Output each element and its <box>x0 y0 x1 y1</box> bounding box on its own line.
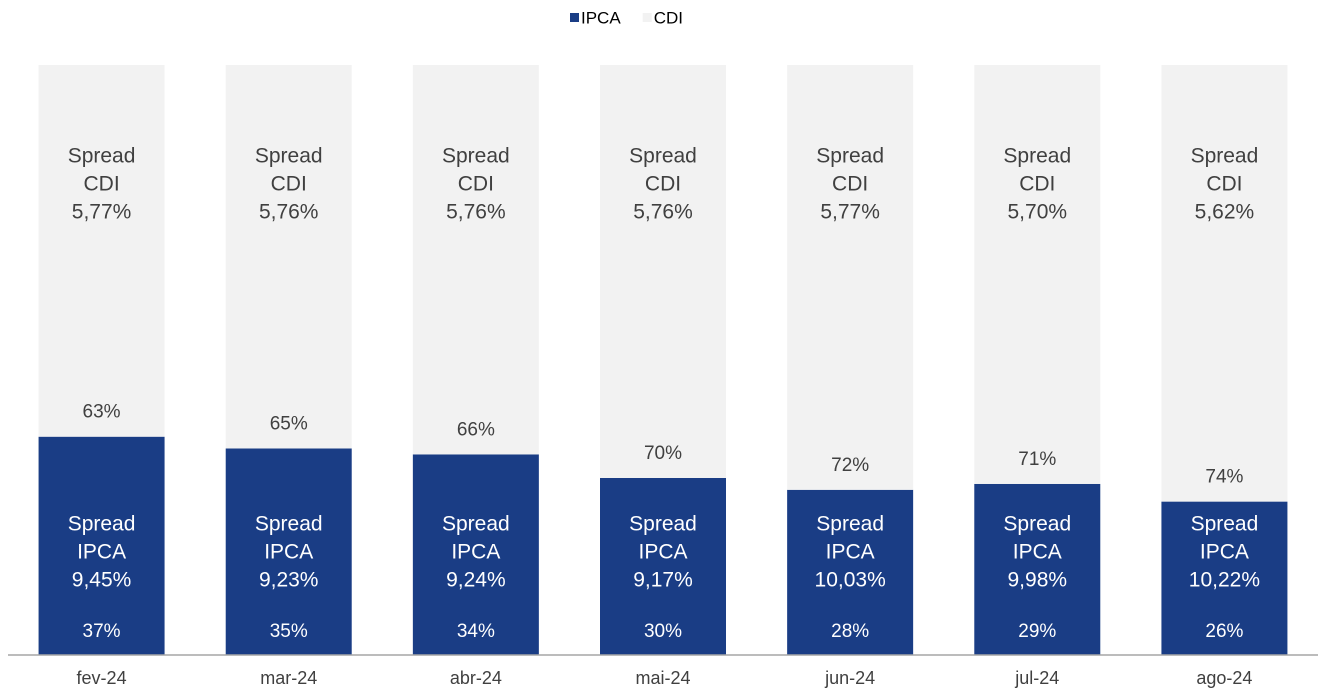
spread-annotation: Spread <box>68 513 136 536</box>
spread-annotation: 5,77% <box>72 201 132 224</box>
spread-annotation: CDI <box>271 173 307 196</box>
spread-annotation: Spread <box>1191 513 1259 536</box>
spread-annotation: Spread <box>1191 145 1259 168</box>
spread-annotation: Spread <box>816 145 884 168</box>
spread-annotation: IPCA <box>1200 541 1249 564</box>
spread-annotation: 5,62% <box>1195 201 1255 224</box>
legend-label: IPCA <box>581 8 621 27</box>
bar-segment <box>600 65 726 478</box>
value-label: 65% <box>270 414 308 435</box>
value-label: 37% <box>83 621 121 642</box>
spread-annotation: 9,17% <box>633 569 693 592</box>
spread-annotation: 5,76% <box>446 201 506 224</box>
spread-annotation: Spread <box>442 513 510 536</box>
spread-annotation: Spread <box>255 513 323 536</box>
spread-annotation: IPCA <box>264 541 313 564</box>
value-label: 29% <box>1018 621 1056 642</box>
bar-segment <box>412 454 539 655</box>
x-tick-label: ago-24 <box>1196 668 1252 688</box>
x-tick-label: jun-24 <box>824 668 875 688</box>
bar-segment <box>974 483 1101 655</box>
value-label: 72% <box>831 455 869 476</box>
x-tick-label: mai-24 <box>635 668 690 688</box>
value-label: 66% <box>457 419 495 440</box>
spread-annotation: 9,45% <box>72 569 132 592</box>
bar-segment <box>225 448 352 655</box>
spread-annotation: IPCA <box>1013 541 1062 564</box>
spread-annotation: Spread <box>442 145 510 168</box>
spread-annotation: CDI <box>1206 173 1242 196</box>
legend-swatch <box>570 13 579 22</box>
spread-annotation: Spread <box>629 145 697 168</box>
x-tick-label: jul-24 <box>1014 668 1059 688</box>
spread-annotation: 9,23% <box>259 569 319 592</box>
value-label: 30% <box>644 621 682 642</box>
spread-annotation: 10,22% <box>1189 569 1260 592</box>
value-label: 70% <box>644 443 682 464</box>
bar-segment <box>787 65 914 490</box>
bar-segment <box>600 478 726 655</box>
bar-segment <box>974 65 1101 484</box>
spread-annotation: IPCA <box>77 541 126 564</box>
bar-segment <box>38 436 165 655</box>
spread-annotation: IPCA <box>638 541 687 564</box>
x-tick-label: mar-24 <box>260 668 317 688</box>
x-tick-label: fev-24 <box>77 668 127 688</box>
bar-segment <box>787 489 914 655</box>
value-label: 71% <box>1018 449 1056 470</box>
spread-annotation: Spread <box>68 145 136 168</box>
spread-annotation: Spread <box>1003 145 1071 168</box>
spread-annotation: CDI <box>458 173 494 196</box>
spread-annotation: 5,76% <box>259 201 319 224</box>
spread-annotation: IPCA <box>451 541 500 564</box>
spread-annotation: CDI <box>832 173 868 196</box>
spread-annotation: 5,70% <box>1008 201 1068 224</box>
legend-swatch <box>642 13 652 22</box>
spread-annotation: Spread <box>816 513 884 536</box>
spread-annotation: CDI <box>645 173 681 196</box>
bar-segment <box>38 65 165 437</box>
value-label: 35% <box>270 621 308 642</box>
spread-annotation: 9,98% <box>1008 569 1068 592</box>
value-label: 34% <box>457 621 495 642</box>
spread-annotation: Spread <box>1003 513 1071 536</box>
spread-annotation: 5,76% <box>633 201 693 224</box>
bar-segment <box>225 65 352 449</box>
value-label: 74% <box>1205 467 1243 488</box>
x-tick-label: abr-24 <box>450 668 502 688</box>
bar-segment <box>412 65 539 455</box>
value-label: 63% <box>83 402 121 423</box>
spread-annotation: Spread <box>255 145 323 168</box>
spread-annotation: 10,03% <box>815 569 886 592</box>
value-label: 28% <box>831 621 869 642</box>
spread-annotation: Spread <box>629 513 697 536</box>
spread-annotation: CDI <box>1019 173 1055 196</box>
legend-label: CDI <box>654 8 683 27</box>
value-label: 26% <box>1205 621 1243 642</box>
spread-annotation: 9,24% <box>446 569 506 592</box>
spread-annotation: IPCA <box>826 541 875 564</box>
spread-annotation: 5,77% <box>820 201 880 224</box>
bar-segment <box>1161 501 1288 655</box>
bar-segment <box>1161 65 1288 502</box>
spread-annotation: CDI <box>83 173 119 196</box>
